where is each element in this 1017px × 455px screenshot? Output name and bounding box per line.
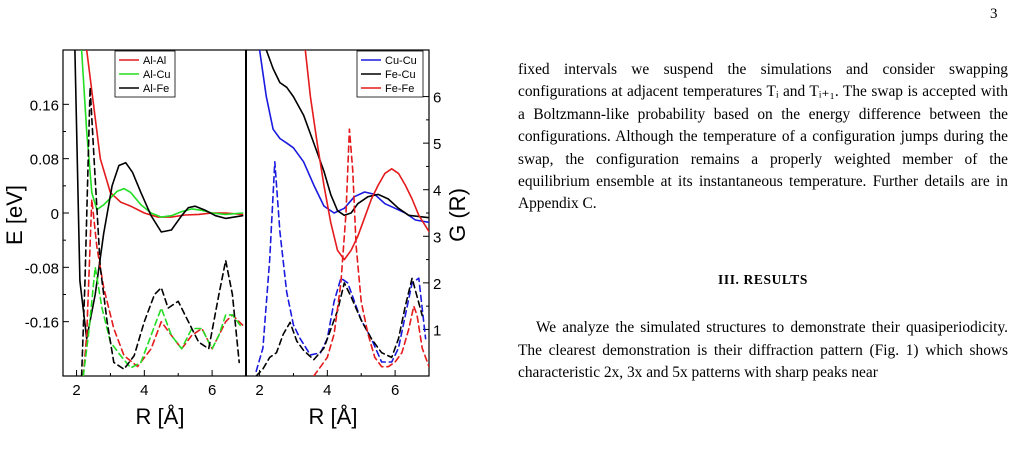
series-fe-fe-dashed (312, 128, 429, 376)
right-ticks: 1 2 3 4 5 6 2 4 6 (255, 90, 441, 399)
y-tick-label: -0.16 (25, 315, 59, 332)
section-heading: III. RESULTS (718, 271, 808, 287)
legend-label-al-cu: Al-Cu (143, 69, 171, 81)
paragraph-2: We analyze the simulated structures to d… (518, 319, 1008, 382)
left-ticks: 0.16 0.08 0 -0.08 -0.16 2 4 6 (25, 97, 216, 399)
series-al-fe-dashed (80, 86, 240, 376)
series-cu-cu-dashed (255, 161, 427, 373)
series-al-cu-dashed (82, 266, 244, 376)
right-y-axis-label: G (R) (445, 188, 470, 242)
series-fe-fe-solid (304, 50, 429, 261)
legend-label-cu-cu: Cu-Cu (385, 55, 417, 67)
left-y-axis-label: E [eV] (2, 185, 27, 245)
x-tick-label: 2 (255, 382, 263, 399)
right-plot-area (255, 50, 429, 376)
y-tick-label: 3 (433, 229, 441, 246)
text-column: fixed intervals we suspend the simulatio… (518, 59, 1008, 384)
x-tick-label: 6 (391, 382, 399, 399)
y-tick-label: 0.08 (30, 152, 59, 169)
y-tick-label: 0.16 (30, 97, 59, 114)
left-plot-area (74, 50, 244, 376)
left-legend: Al-Al Al-Cu Al-Fe (114, 50, 176, 98)
x-tick-label: 4 (323, 382, 331, 399)
legend-label-fe-cu: Fe-Cu (385, 69, 416, 81)
paragraph-1: fixed intervals we suspend the simulatio… (518, 61, 1008, 213)
page-number: 3 (990, 6, 998, 22)
series-fe-cu-dashed (255, 277, 424, 376)
y-tick-label: -0.08 (25, 260, 59, 277)
x-tick-label: 2 (72, 382, 80, 399)
x-tick-label: 4 (140, 382, 148, 399)
y-tick-label: 0 (51, 206, 59, 223)
series-al-fe-solid (74, 50, 244, 340)
x-tick-label: 6 (208, 382, 216, 399)
series-fe-cu-solid (265, 50, 429, 219)
right-x-axis-label: R [Å] (309, 404, 358, 429)
series-al-al-dashed (82, 198, 244, 376)
y-tick-label: 2 (433, 276, 441, 293)
left-x-axis-label: R [Å] (136, 404, 185, 429)
legend-label-fe-fe: Fe-Fe (385, 83, 414, 95)
right-legend: Cu-Cu Fe-Cu Fe-Fe (356, 50, 424, 98)
y-tick-label: 6 (433, 90, 441, 107)
y-tick-label: 5 (433, 136, 441, 153)
y-tick-label: 1 (433, 322, 441, 339)
series-cu-cu-solid (258, 50, 429, 224)
legend-label-al-fe: Al-Fe (143, 83, 169, 95)
legend-label-al-al: Al-Al (143, 55, 166, 67)
y-tick-label: 4 (433, 183, 441, 200)
